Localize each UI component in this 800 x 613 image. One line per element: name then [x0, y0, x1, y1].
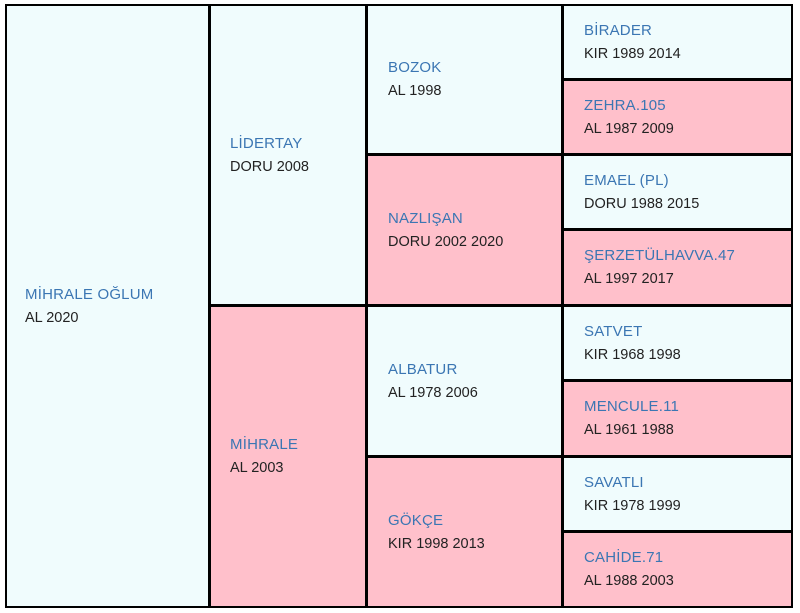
horse-name-link[interactable]: ŞERZETÜLHAVVA.47 — [584, 247, 736, 264]
pedigree-cell-sire-sire: BOZOK AL 1998 — [368, 6, 561, 153]
pedigree-cell-gen4-4: ŞERZETÜLHAVVA.47 AL 1997 2017 — [564, 231, 791, 304]
pedigree-cell-subject: MİHRALE OĞLUM AL 2020 — [7, 6, 208, 606]
pedigree-cell-dam-sire: ALBATUR AL 1978 2006 — [368, 307, 561, 455]
horse-info: AL 1998 — [388, 83, 442, 99]
horse-name-link[interactable]: ALBATUR — [388, 360, 458, 378]
horse-info: AL 2003 — [230, 460, 284, 476]
horse-name-link[interactable]: CAHİDE.71 — [584, 549, 664, 566]
horse-info: AL 1988 2003 — [584, 573, 674, 589]
horse-info: KIR 1989 2014 — [584, 45, 681, 62]
pedigree-cell-gen4-5: SATVET KIR 1968 1998 — [564, 307, 791, 379]
pedigree-cell-sire: LİDERTAY DORU 2008 — [211, 6, 365, 304]
horse-info: AL 2020 — [25, 309, 79, 326]
horse-info: AL 1997 2017 — [584, 271, 674, 287]
pedigree-cell-gen4-2: ZEHRA.105 AL 1987 2009 — [564, 81, 791, 153]
horse-name-link[interactable]: SATVET — [584, 322, 643, 340]
horse-name-link[interactable]: MİHRALE — [230, 436, 299, 453]
pedigree-cell-gen4-6: MENCULE.11 AL 1961 1988 — [564, 382, 791, 455]
pedigree-cell-dam-dam: GÖKÇE KIR 1998 2013 — [368, 458, 561, 606]
pedigree-cell-gen4-8: CAHİDE.71 AL 1988 2003 — [564, 533, 791, 606]
horse-name-link[interactable]: MİHRALE OĞLUM — [25, 285, 154, 303]
horse-info: KIR 1998 2013 — [388, 535, 485, 552]
pedigree-cell-gen4-7: SAVATLI KIR 1978 1999 — [564, 458, 791, 530]
horse-info: AL 1961 1988 — [584, 422, 674, 438]
horse-info: DORU 2002 2020 — [388, 233, 504, 250]
pedigree-cell-dam: MİHRALE AL 2003 — [211, 307, 365, 606]
horse-info: KIR 1968 1998 — [584, 346, 681, 363]
horse-info: AL 1978 2006 — [388, 384, 478, 401]
horse-info: DORU 1988 2015 — [584, 195, 700, 212]
horse-info: KIR 1978 1999 — [584, 497, 681, 514]
horse-name-link[interactable]: GÖKÇE — [388, 511, 444, 529]
horse-name-link[interactable]: BOZOK — [388, 59, 442, 76]
pedigree-cell-sire-dam: NAZLIŞAN DORU 2002 2020 — [368, 156, 561, 304]
pedigree-cell-gen4-1: BİRADER KIR 1989 2014 — [564, 6, 791, 78]
horse-name-link[interactable]: NAZLIŞAN — [388, 209, 463, 227]
horse-info: DORU 2008 — [230, 158, 309, 175]
horse-name-link[interactable]: EMAEL (PL) — [584, 171, 669, 189]
horse-name-link[interactable]: BİRADER — [584, 21, 653, 39]
horse-name-link[interactable]: SAVATLI — [584, 473, 644, 491]
pedigree-cell-gen4-3: EMAEL (PL) DORU 1988 2015 — [564, 156, 791, 228]
horse-info: AL 1987 2009 — [584, 120, 674, 137]
horse-name-link[interactable]: MENCULE.11 — [584, 398, 680, 415]
horse-name-link[interactable]: LİDERTAY — [230, 134, 303, 152]
pedigree-tree: MİHRALE OĞLUM AL 2020 LİDERTAY DORU 2008… — [5, 4, 793, 608]
horse-name-link[interactable]: ZEHRA.105 — [584, 96, 666, 114]
